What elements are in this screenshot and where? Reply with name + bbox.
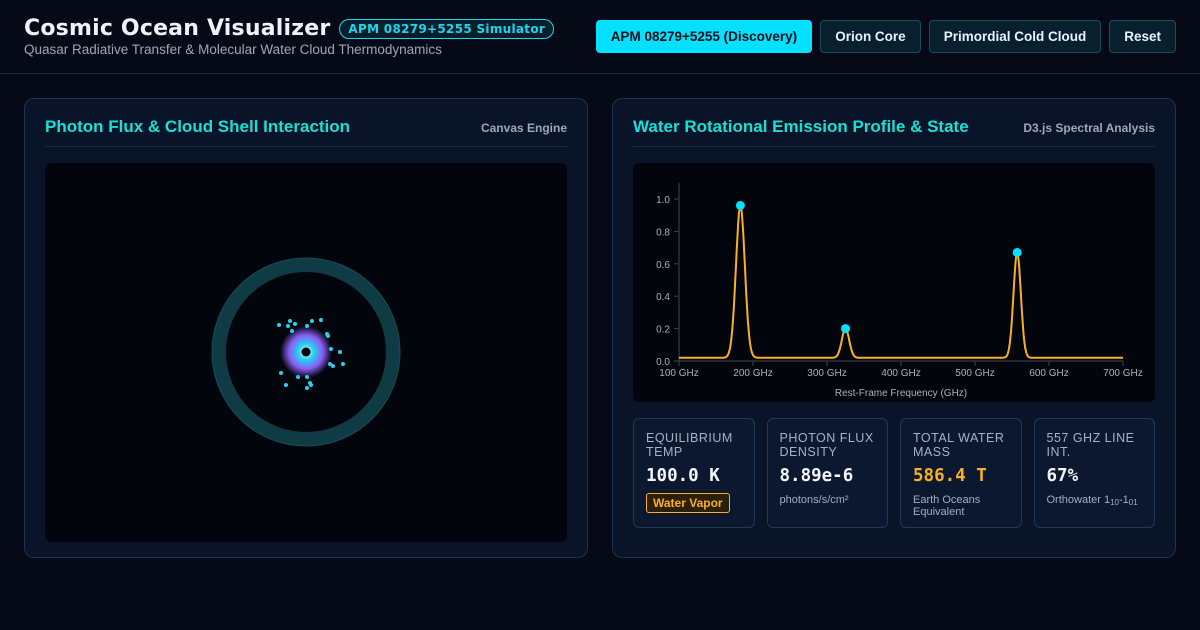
photon-particle — [286, 324, 290, 328]
stat-label: EQUILIBRIUM TEMP — [646, 431, 733, 459]
quasar-core — [301, 347, 311, 357]
preset-orion-button[interactable]: Orion Core — [820, 20, 921, 53]
photon-particle — [305, 375, 309, 379]
stats-row: EQUILIBRIUM TEMP 100.0 K Water Vapor PHO… — [633, 418, 1155, 528]
photon-particle — [290, 329, 294, 333]
photon-particle — [326, 334, 330, 338]
panel-header: Water Rotational Emission Profile & Stat… — [633, 117, 1155, 147]
stat-label: PHOTON FLUX DENSITY — [779, 431, 874, 459]
preset-primordial-button[interactable]: Primordial Cold Cloud — [928, 20, 1102, 53]
photon-particle — [309, 383, 313, 387]
photon-particle — [310, 319, 314, 323]
stat-unit: Earth Oceans Equivalent — [913, 494, 981, 518]
photon-particle — [279, 371, 283, 375]
panel-title: Photon Flux & Cloud Shell Interaction — [45, 117, 351, 136]
y-tick-label: 0.4 — [656, 292, 670, 303]
preset-toolbar: APM 08279+5255 (Discovery) Orion Core Pr… — [595, 20, 1176, 53]
x-tick-label: 400 GHz — [881, 368, 920, 379]
cloud-shell-rim — [211, 257, 401, 447]
photon-particle — [305, 386, 309, 390]
transition-sub-lower: 01 — [1128, 498, 1138, 507]
stat-557ghz-line: 557 GHZ LINE INT. 67% Orthowater 110-101 — [1033, 418, 1155, 528]
stat-value: 8.89e-6 — [779, 466, 854, 486]
y-tick-label: 0.0 — [656, 357, 670, 368]
photon-particle — [296, 375, 300, 379]
photon-particle — [319, 318, 323, 322]
photon-particle — [329, 347, 333, 351]
photon-particle — [338, 350, 342, 354]
photon-particle — [293, 322, 297, 326]
stat-photon-flux: PHOTON FLUX DENSITY 8.89e-6 photons/s/cm… — [766, 418, 888, 528]
photon-particle — [284, 383, 288, 387]
panel-tag: Canvas Engine — [480, 121, 567, 135]
photon-particle — [341, 362, 345, 366]
spectrum-svg: 0.0 0.2 0.4 0.6 0.8 1.0 100 GHz 200 GHz 300 GHz 4… — [656, 183, 1143, 399]
preset-apm-button[interactable]: APM 08279+5255 (Discovery) — [595, 20, 813, 53]
phase-badge: Water Vapor — [646, 493, 730, 513]
x-tick-label: 600 GHz — [1029, 368, 1068, 379]
app-header: Cosmic Ocean Visualizer APM 08279+5255 S… — [0, 0, 1200, 74]
reset-button[interactable]: Reset — [1109, 20, 1176, 53]
transition-mid: -1 — [1119, 494, 1129, 506]
photon-particle — [288, 319, 292, 323]
cloud-shell — [212, 258, 400, 446]
x-tick-label: 200 GHz — [733, 368, 772, 379]
y-tick-label: 1.0 — [656, 195, 670, 206]
app-title: Cosmic Ocean Visualizer — [24, 16, 331, 41]
photon-particles — [277, 318, 345, 390]
x-tick-label: 300 GHz — [807, 368, 846, 379]
simulation-canvas[interactable] — [45, 163, 567, 542]
x-tick-label: 500 GHz — [955, 368, 994, 379]
emission-line — [679, 202, 1123, 359]
photon-particle — [277, 323, 281, 327]
photon-particle — [328, 362, 332, 366]
photon-particle — [331, 364, 335, 368]
x-tick-label: 700 GHz — [1103, 368, 1142, 379]
y-tick-label: 0.8 — [656, 227, 670, 238]
panel-title: Water Rotational Emission Profile & Stat… — [633, 117, 969, 136]
x-tick-label: 100 GHz — [659, 368, 698, 379]
stat-water-mass: TOTAL WATER MASS 586.4 T Earth Oceans Eq… — [900, 418, 1022, 528]
y-tick-label: 0.6 — [656, 260, 670, 271]
stat-label: TOTAL WATER MASS — [913, 431, 1005, 459]
peak-marker — [841, 324, 850, 334]
x-axis-label: Rest-Frame Frequency (GHz) — [835, 388, 967, 399]
panel-header: Photon Flux & Cloud Shell Interaction Ca… — [45, 117, 567, 147]
peak-marker — [1012, 247, 1022, 257]
stat-unit: photons/s/cm² — [779, 494, 849, 506]
transition-sub-upper: 10 — [1110, 498, 1119, 507]
photon-flux-panel: Photon Flux & Cloud Shell Interaction Ca… — [24, 98, 588, 558]
stat-value: 586.4 T — [913, 466, 987, 486]
stat-label: 557 GHZ LINE INT. — [1046, 431, 1135, 459]
y-tick-label: 0.2 — [656, 325, 670, 336]
stat-equilibrium-temp: EQUILIBRIUM TEMP 100.0 K Water Vapor — [633, 418, 755, 528]
peak-marker — [735, 200, 745, 210]
photon-particle — [305, 324, 309, 328]
simulation-svg — [211, 257, 401, 447]
app-subtitle: Quasar Radiative Transfer & Molecular Wa… — [24, 42, 442, 57]
emission-profile-panel: Water Rotational Emission Profile & Stat… — [612, 98, 1176, 558]
stat-value: 100.0 K — [646, 466, 720, 486]
stat-transition: Orthowater 110-101 — [1047, 494, 1143, 509]
panel-tag: D3.js Spectral Analysis — [1023, 121, 1155, 135]
simulator-badge: APM 08279+5255 Simulator — [339, 18, 555, 39]
title-row: Cosmic Ocean Visualizer APM 08279+5255 S… — [24, 16, 555, 41]
transition-name: Orthowater 1 — [1046, 494, 1111, 506]
stat-value: 67% — [1046, 466, 1079, 486]
spectrum-chart[interactable]: 0.0 0.2 0.4 0.6 0.8 1.0 100 GHz 200 GHz 300 GHz 4… — [633, 163, 1155, 402]
